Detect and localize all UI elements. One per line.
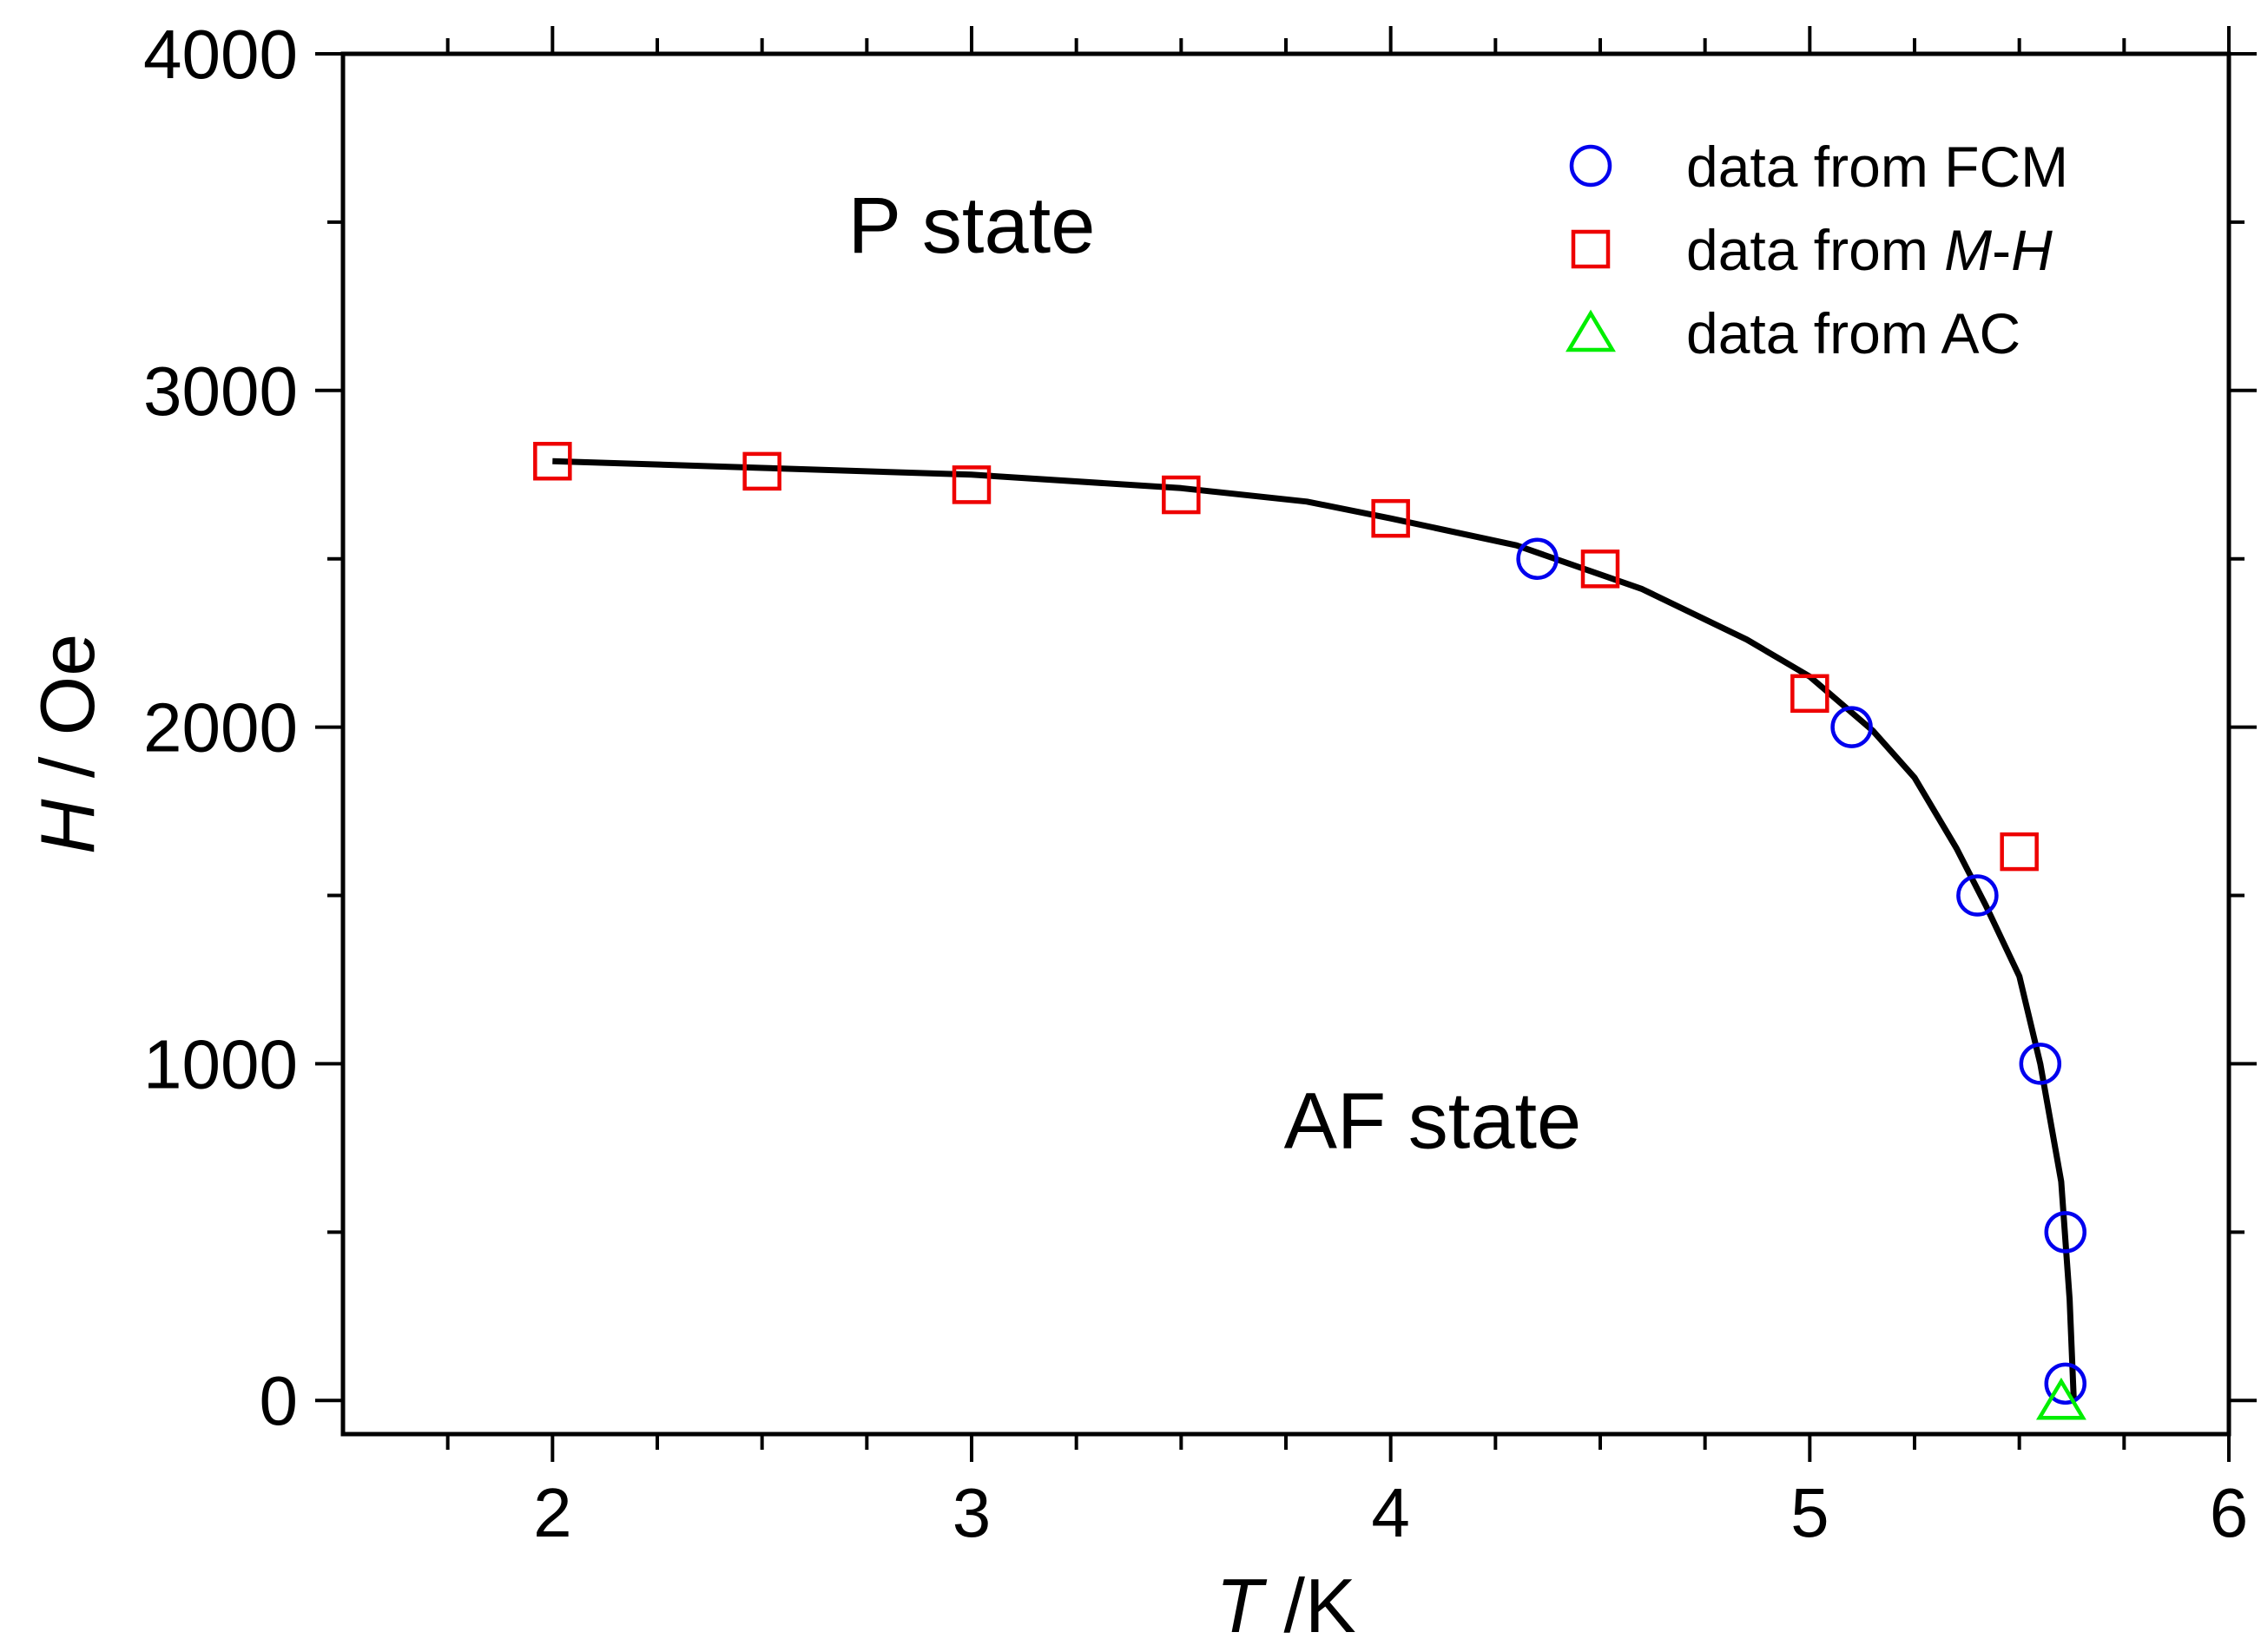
region-label: AF state — [1284, 1076, 1582, 1165]
square-marker — [1790, 674, 1829, 714]
legend-square-icon — [1571, 229, 1611, 269]
circle-marker — [1956, 874, 1999, 917]
circle-marker — [2044, 1211, 2087, 1254]
tick-labels: 2 3 4 5 6 0 1000 2000 3000 4000 — [143, 16, 2248, 1551]
x-tick-label: 3 — [953, 1474, 992, 1551]
legend-label: data from FCM — [1686, 135, 2068, 199]
square-marker — [1371, 498, 1410, 538]
data-markers — [533, 441, 2087, 1420]
legend-triangle-icon — [1566, 309, 1616, 352]
y-tick-label: 3000 — [143, 352, 298, 430]
y-axis-title: H / Oe — [24, 634, 110, 854]
square-marker — [533, 441, 572, 481]
fit-curve — [552, 457, 2077, 1401]
legend-circle-icon — [1569, 144, 1612, 188]
square-marker — [1162, 475, 1201, 515]
legend-label: data from AC — [1686, 301, 2020, 365]
x-tick-label: 5 — [1790, 1474, 1829, 1551]
y-tick-label: 1000 — [143, 1025, 298, 1102]
y-tick-label: 4000 — [143, 16, 298, 93]
axis-ticks — [315, 26, 2257, 1462]
circle-marker — [2019, 1043, 2062, 1085]
square-marker — [2000, 832, 2039, 872]
x-axis-title: T /K — [1216, 1563, 1355, 1649]
y-tick-label: 2000 — [143, 689, 298, 767]
square-marker — [952, 465, 992, 504]
triangle-marker — [2035, 1377, 2086, 1420]
circle-marker — [1830, 706, 1873, 748]
y-tick-label: 0 — [260, 1362, 299, 1439]
circle-marker — [1516, 537, 1559, 580]
fit-curve-layer — [552, 457, 2077, 1401]
region-label: P state — [848, 181, 1096, 270]
legend: data from FCM data from M-H data from AC — [1566, 135, 2068, 365]
square-marker — [742, 451, 781, 491]
region-labels: P state AF state — [848, 181, 1582, 1166]
legend-label: data from M-H — [1686, 218, 2053, 282]
circle-marker — [2044, 1362, 2087, 1405]
x-tick-label: 4 — [1371, 1474, 1410, 1551]
square-marker — [1580, 550, 1620, 589]
x-tick-label: 2 — [533, 1474, 572, 1551]
x-tick-label: 6 — [2210, 1474, 2249, 1551]
